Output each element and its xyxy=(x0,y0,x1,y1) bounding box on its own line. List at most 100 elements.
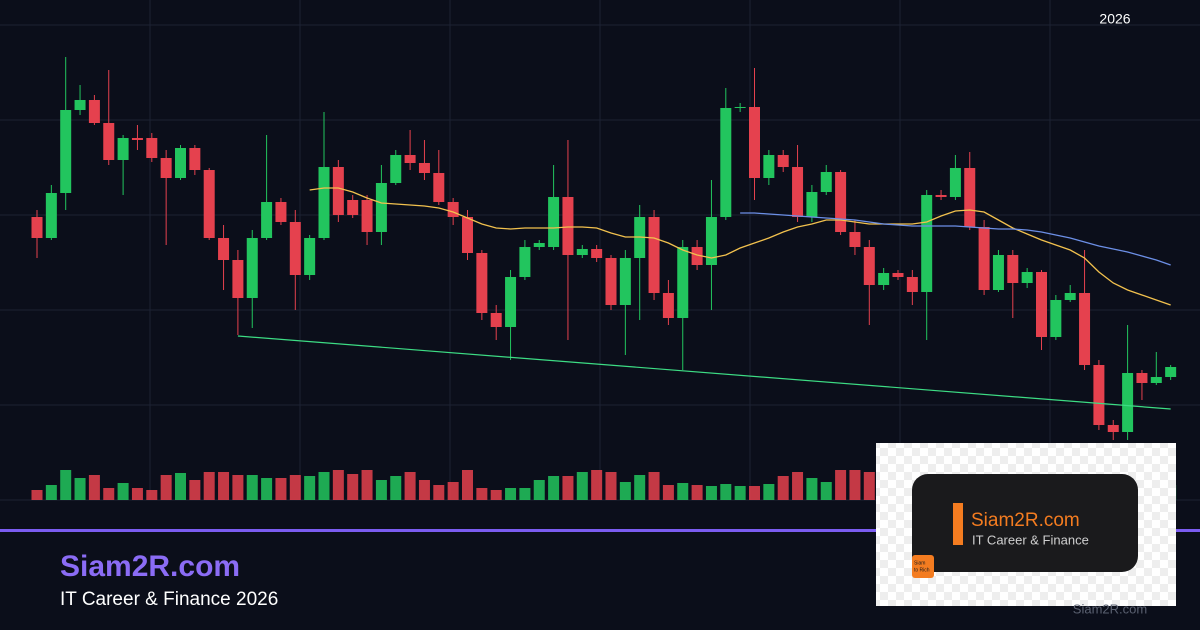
candle-body xyxy=(935,195,947,197)
candle-body xyxy=(835,172,847,232)
volume-bar xyxy=(749,486,760,500)
volume-bar xyxy=(275,478,287,500)
candle-body xyxy=(792,167,804,217)
candle-body xyxy=(275,202,287,222)
candle-body xyxy=(648,217,660,293)
candle-body xyxy=(619,258,631,305)
candle-body xyxy=(332,167,344,215)
candle-body xyxy=(777,155,789,167)
volume-bar xyxy=(605,472,617,500)
brand-title: Siam2R.com xyxy=(60,550,240,583)
candle-body xyxy=(146,138,158,158)
volume-bar xyxy=(447,482,459,500)
candle-body xyxy=(289,222,301,275)
candle-body xyxy=(1165,367,1177,377)
volume-bar xyxy=(146,490,158,500)
candle-body xyxy=(1122,373,1134,432)
candle-body xyxy=(1036,272,1047,337)
candle-body xyxy=(74,100,86,110)
trendline xyxy=(237,335,1171,410)
volume-bar xyxy=(404,472,416,500)
volume-bar xyxy=(418,480,430,500)
candle-body xyxy=(1079,293,1091,365)
volume-bar xyxy=(304,476,316,500)
watermark: Siam2R.com xyxy=(1073,601,1147,616)
volume-bar xyxy=(619,482,631,500)
logo: Siam2R.com IT Career & Finance Siam to R… xyxy=(876,443,1176,606)
candle-body xyxy=(160,158,172,178)
volume-bar xyxy=(88,475,100,500)
candle-body xyxy=(189,148,201,170)
candle-body xyxy=(31,217,43,238)
candle-body xyxy=(720,108,732,217)
moving-average xyxy=(309,187,1171,306)
candle-body xyxy=(533,243,545,247)
candle-body xyxy=(921,195,933,292)
volume-bar xyxy=(835,470,847,500)
volume-bar xyxy=(849,470,861,500)
candle-body xyxy=(304,238,316,275)
volume-bar xyxy=(390,476,402,500)
candle-body xyxy=(734,107,746,108)
logo-badge-bottom: to Rich xyxy=(914,567,930,573)
candle-body xyxy=(418,163,430,173)
candle-body xyxy=(218,238,230,260)
candle-body xyxy=(548,197,560,247)
candle-body xyxy=(562,197,574,255)
candle-body xyxy=(361,200,373,232)
volume-bar xyxy=(261,478,273,500)
candle-body xyxy=(203,170,215,238)
candle-body xyxy=(949,168,961,197)
volume-bar xyxy=(189,480,201,500)
volume-bar xyxy=(218,472,230,500)
candle-body xyxy=(45,193,57,238)
volume-bar xyxy=(634,475,646,500)
candle-body xyxy=(863,247,875,285)
volume-bar xyxy=(103,488,115,500)
candle-body xyxy=(892,273,904,277)
volume-bar xyxy=(591,470,603,500)
volume-bar xyxy=(289,475,301,500)
volume-bar xyxy=(691,485,703,500)
brand-subtitle: IT Career & Finance 2026 xyxy=(60,589,278,610)
candle-body xyxy=(1093,365,1105,425)
candle-body xyxy=(519,247,531,277)
volume-bar xyxy=(792,472,804,500)
candle-body xyxy=(691,247,703,265)
volume-bar xyxy=(562,476,574,500)
volume-bar xyxy=(131,488,143,500)
candle-body xyxy=(1007,255,1019,283)
candle-body xyxy=(433,173,445,202)
volume-bar xyxy=(734,486,746,500)
candle-body xyxy=(964,168,976,227)
candle-body xyxy=(117,138,129,160)
logo-title: Siam2R.com xyxy=(971,510,1080,531)
volume-bar xyxy=(117,483,129,500)
candle-body xyxy=(1064,293,1076,300)
volume-bar xyxy=(74,478,86,500)
candle-body xyxy=(175,148,186,178)
candle-body xyxy=(447,202,459,217)
volume-bar xyxy=(705,486,717,500)
volume-bar xyxy=(476,488,488,500)
candle-body xyxy=(906,277,918,292)
volume-bar xyxy=(203,472,215,500)
volume-bar xyxy=(31,490,43,500)
candle-body xyxy=(576,249,588,255)
candle-body xyxy=(261,202,273,238)
volume-bar xyxy=(533,480,545,500)
candle-body xyxy=(347,200,359,215)
candle-body xyxy=(677,247,689,318)
candle-body xyxy=(1050,300,1062,337)
volume-bar xyxy=(347,474,359,500)
volume-bar xyxy=(576,472,588,500)
candle-body xyxy=(806,192,818,217)
volume-bar xyxy=(806,478,818,500)
candle-body xyxy=(849,232,861,247)
volume-bar xyxy=(505,488,517,500)
volume-bar xyxy=(462,470,473,500)
candle-body xyxy=(1150,377,1162,383)
candle-body xyxy=(375,183,387,232)
